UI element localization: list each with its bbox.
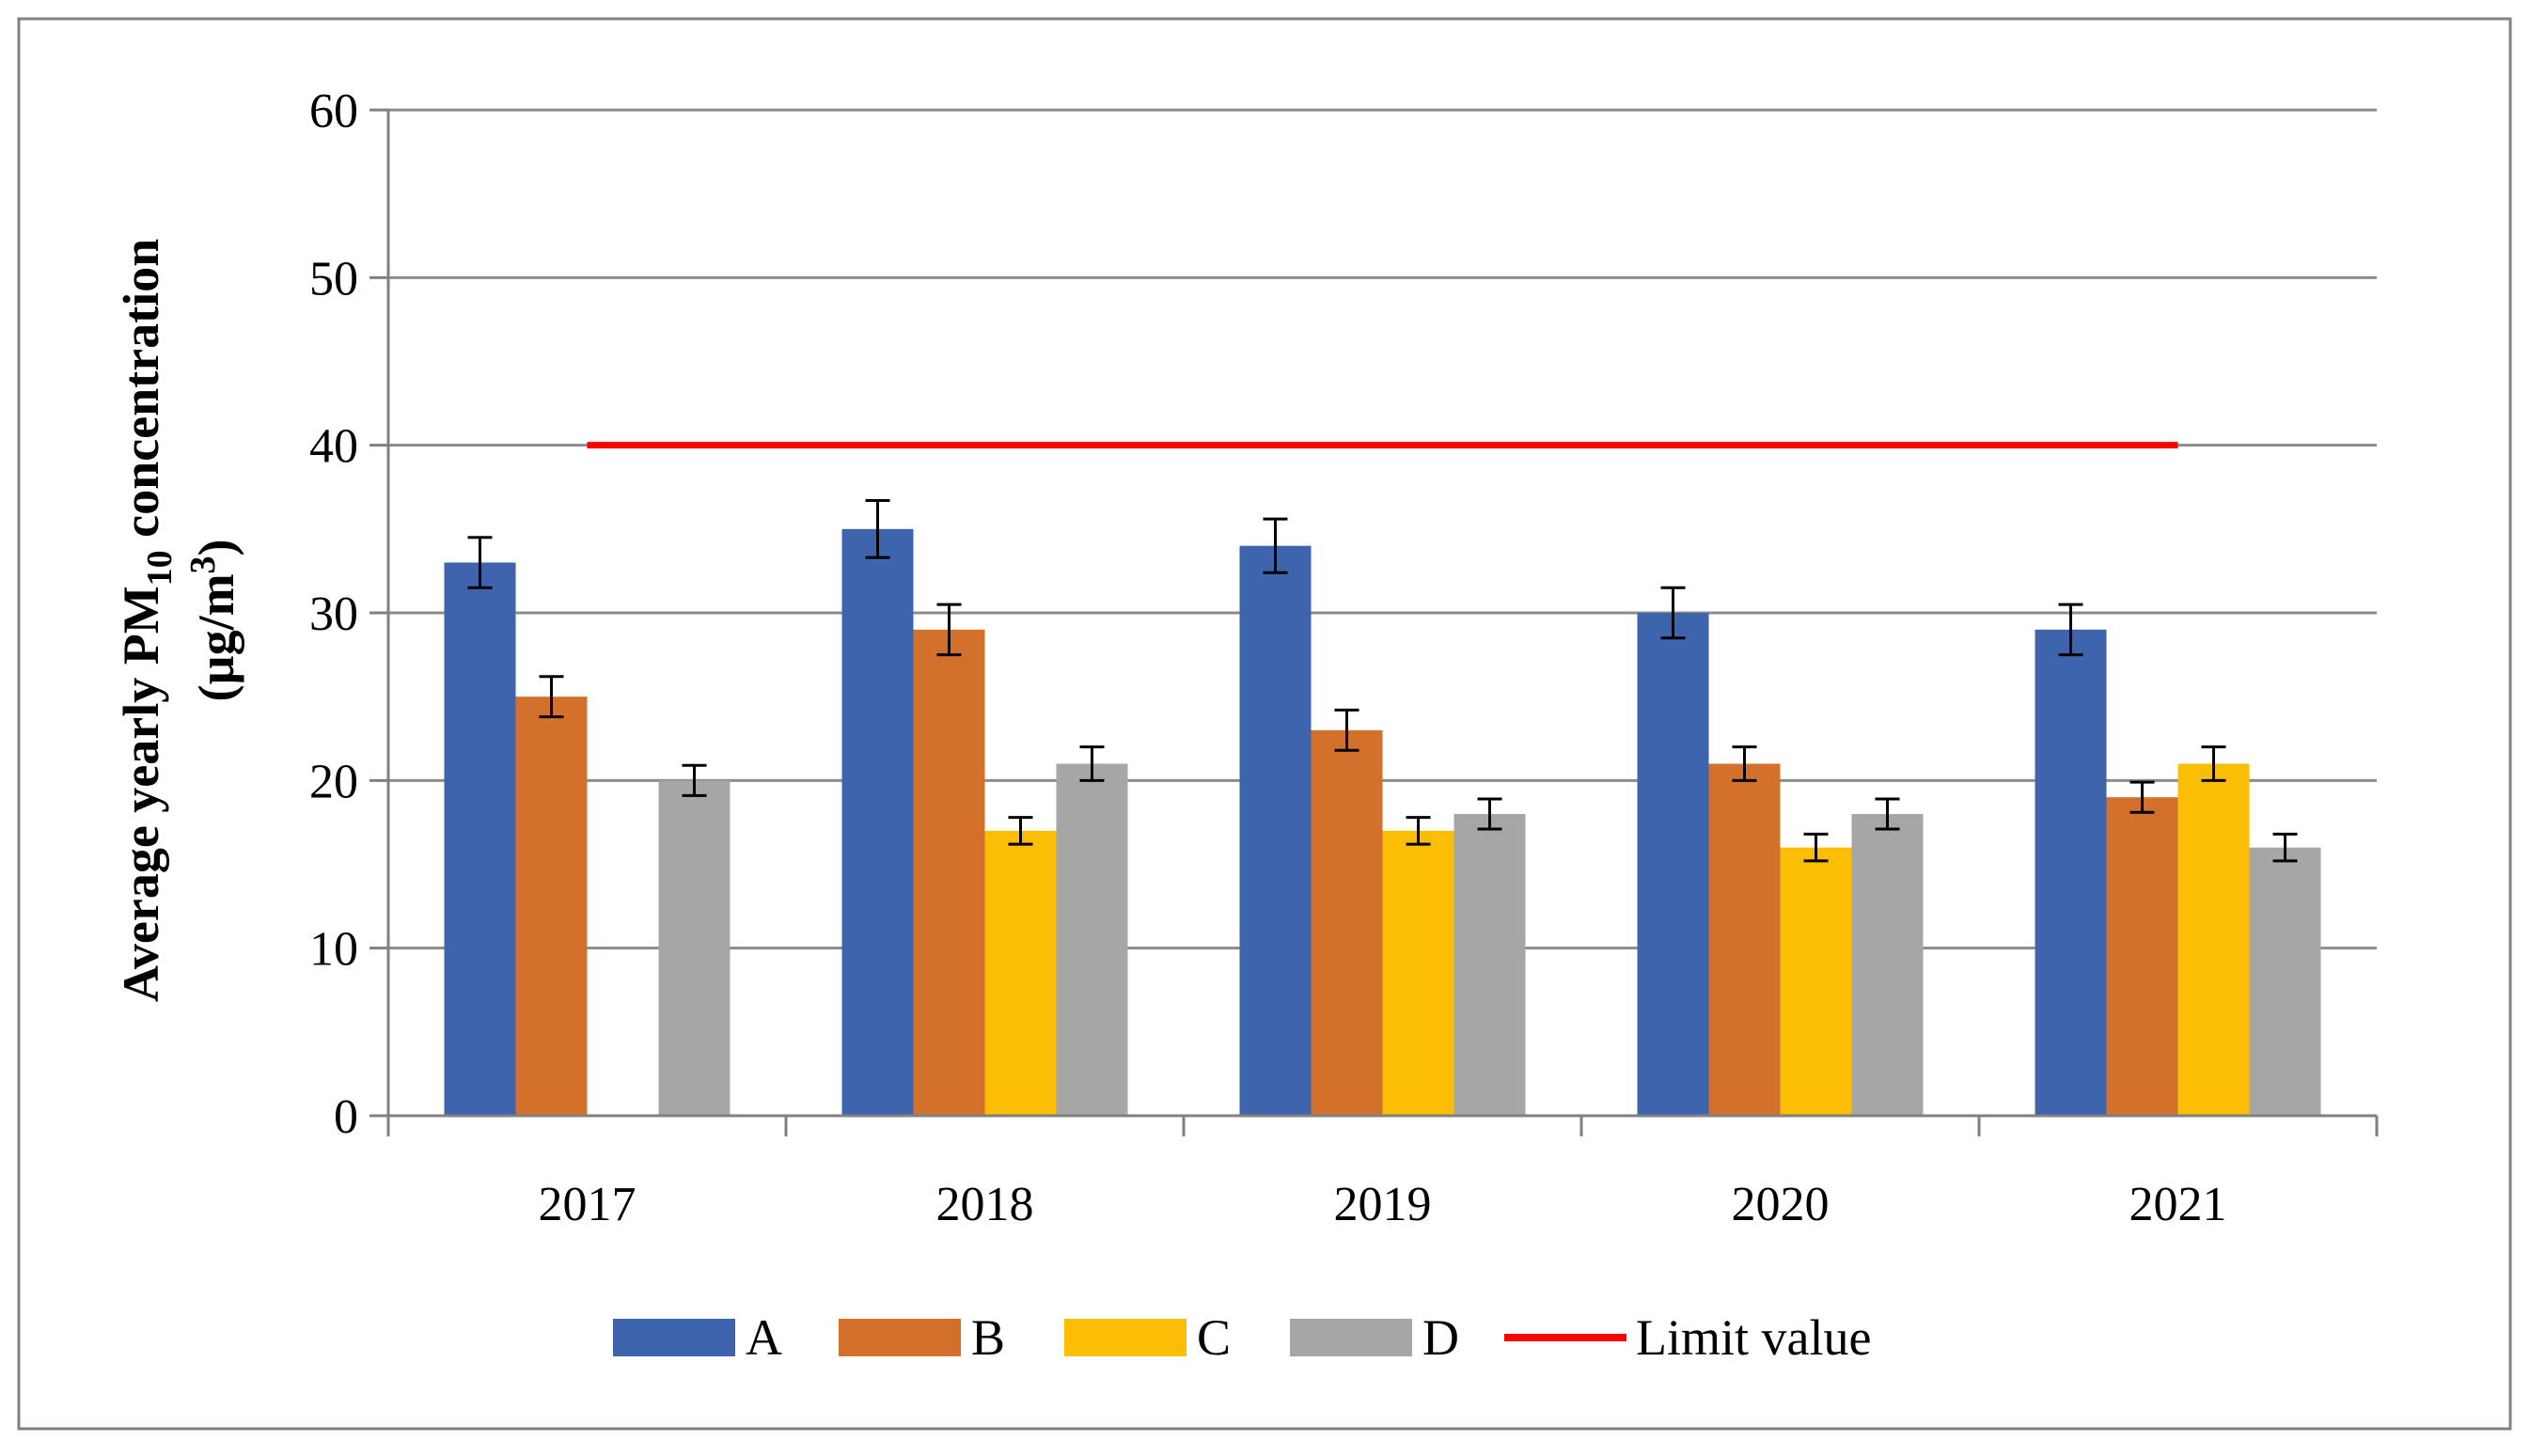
bar-C-2021 <box>2177 763 2250 1116</box>
axes <box>369 108 2379 1136</box>
legend: A B C D Limit value <box>613 1309 1871 1366</box>
legend-swatch-B <box>839 1319 961 1356</box>
y-axis-unit: (µg/m3) <box>183 539 244 701</box>
bar-C-2019 <box>1382 830 1454 1116</box>
x-tick-label-2017: 2017 <box>539 1178 636 1231</box>
y-tick-label-20: 20 <box>309 755 358 808</box>
x-tick-label-2021: 2021 <box>2129 1178 2227 1231</box>
y-tick-label-40: 40 <box>309 420 358 474</box>
bar-D-2018 <box>1056 763 1128 1116</box>
bars <box>444 528 2321 1116</box>
bar-B-2020 <box>1708 763 1781 1116</box>
legend-label-limit: Limit value <box>1636 1309 1871 1366</box>
bar-D-2021 <box>2249 847 2321 1116</box>
bar-A-2020 <box>1637 613 1709 1116</box>
bar-A-2019 <box>1239 545 1312 1116</box>
x-tick-label-2019: 2019 <box>1334 1178 1432 1231</box>
bar-D-2020 <box>1851 814 1924 1116</box>
x-tick-label-2020: 2020 <box>1732 1178 1830 1231</box>
y-tick-label-0: 0 <box>334 1090 358 1144</box>
bar-A-2018 <box>841 528 914 1116</box>
y-tick-label-50: 50 <box>309 252 358 305</box>
bar-A-2017 <box>444 562 516 1116</box>
legend-label-B: B <box>971 1309 1005 1366</box>
y-axis-unit-superscript: 3 <box>183 556 223 573</box>
legend-swatch-D <box>1290 1319 1412 1356</box>
y-tick-label-10: 10 <box>309 923 358 977</box>
y-axis-title-subscript: 10 <box>140 550 180 586</box>
bar-B-2021 <box>2106 797 2178 1116</box>
legend-swatch-C <box>1064 1319 1186 1356</box>
y-axis-title: Average yearly PM10 concentration <box>113 239 180 1002</box>
bar-B-2018 <box>913 629 985 1116</box>
legend-swatch-A <box>613 1319 735 1356</box>
legend-label-A: A <box>746 1309 782 1366</box>
y-tick-label-30: 30 <box>309 587 358 641</box>
x-tick-label-2018: 2018 <box>936 1178 1034 1231</box>
bar-D-2017 <box>658 780 731 1116</box>
bar-B-2017 <box>515 697 588 1116</box>
legend-label-D: D <box>1422 1309 1459 1366</box>
x-tick-labels: 2017 2018 2019 2020 2021 <box>539 1178 2227 1231</box>
bar-C-2020 <box>1780 847 1852 1116</box>
error-bars <box>467 499 2298 863</box>
bar-A-2021 <box>2035 629 2107 1116</box>
bar-D-2019 <box>1454 814 1526 1116</box>
bar-B-2019 <box>1311 729 1383 1116</box>
legend-label-C: C <box>1197 1309 1231 1366</box>
bar-C-2018 <box>984 830 1057 1116</box>
y-tick-labels: 0 10 20 30 40 50 60 <box>309 85 358 1144</box>
y-tick-label-60: 60 <box>309 85 358 138</box>
